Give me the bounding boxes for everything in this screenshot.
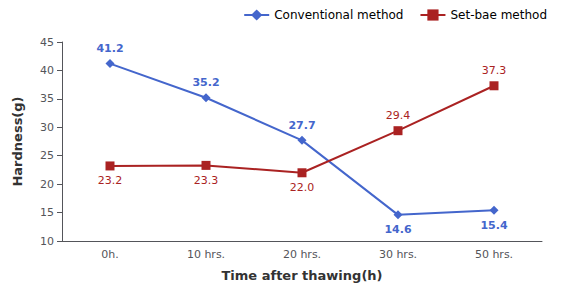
svg-text:40: 40: [40, 64, 54, 77]
svg-text:29.4: 29.4: [386, 109, 411, 122]
svg-text:25: 25: [40, 149, 54, 162]
svg-text:35.2: 35.2: [192, 76, 219, 89]
svg-text:30 hrs.: 30 hrs.: [379, 248, 417, 261]
svg-text:37.3: 37.3: [482, 64, 507, 77]
svg-text:50 hrs.: 50 hrs.: [475, 248, 513, 261]
svg-text:10 hrs.: 10 hrs.: [187, 248, 225, 261]
svg-text:30: 30: [40, 121, 54, 134]
svg-text:22.0: 22.0: [290, 181, 315, 194]
svg-text:15.4: 15.4: [480, 219, 507, 232]
svg-text:10: 10: [40, 235, 54, 248]
svg-text:15: 15: [40, 206, 54, 219]
svg-text:20: 20: [40, 178, 54, 191]
svg-text:23.3: 23.3: [194, 174, 219, 187]
svg-text:Hardness(g): Hardness(g): [10, 96, 25, 186]
svg-text:41.2: 41.2: [96, 42, 123, 55]
svg-text:45: 45: [40, 36, 54, 49]
svg-text:23.2: 23.2: [98, 174, 123, 187]
svg-text:Set-bae method: Set-bae method: [450, 8, 547, 22]
svg-text:0h.: 0h.: [101, 248, 118, 261]
svg-text:Time after thawing(h): Time after thawing(h): [221, 268, 382, 283]
svg-text:27.7: 27.7: [288, 119, 315, 132]
svg-text:14.6: 14.6: [384, 223, 411, 236]
svg-text:35: 35: [40, 92, 54, 105]
svg-text:20 hrs.: 20 hrs.: [283, 248, 321, 261]
svg-text:Conventional method: Conventional method: [274, 8, 403, 22]
